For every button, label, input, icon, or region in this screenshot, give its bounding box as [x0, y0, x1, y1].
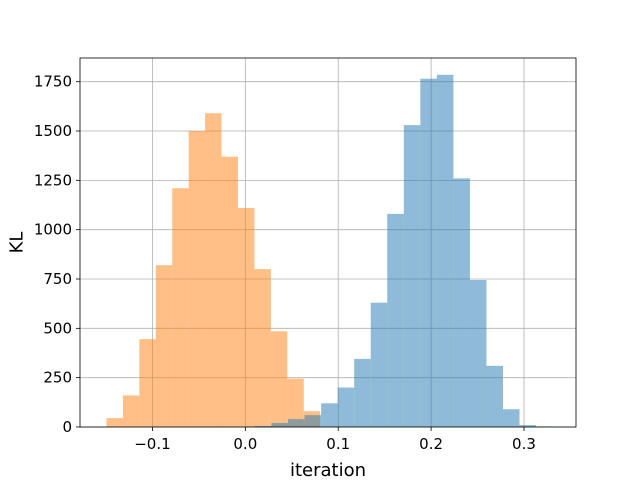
x-tick-label: −0.1 — [134, 435, 170, 453]
histogram-bar-series-1 — [270, 331, 288, 427]
histogram-bar-series-2 — [502, 409, 520, 427]
histogram-bar-series-1 — [221, 156, 238, 428]
histogram-bar-series-2 — [271, 423, 289, 427]
histogram-bar-series-1 — [172, 188, 189, 427]
y-tick-label: 0 — [62, 418, 72, 436]
histogram-bar-series-2 — [387, 213, 404, 427]
histogram-bar-series-2 — [469, 279, 487, 427]
y-tick-label: 500 — [43, 319, 72, 337]
y-axis-title: KL — [7, 232, 28, 254]
plot-frame — [79, 57, 577, 428]
y-tick-label: 750 — [43, 270, 72, 288]
histogram-bar-series-2 — [370, 302, 388, 427]
histogram-bar-series-2 — [254, 426, 272, 427]
histogram-bar-series-1 — [237, 207, 255, 427]
histogram-bar-series-2 — [519, 425, 537, 427]
histogram-bar-series-2 — [453, 178, 470, 427]
x-axis-title: iteration — [290, 460, 366, 480]
x-tick-label: 0.2 — [419, 435, 443, 453]
histogram-bar-series-1 — [122, 395, 140, 427]
y-tick-label: 1250 — [34, 171, 72, 189]
y-tick-label: 1000 — [34, 221, 72, 239]
histogram-bar-series-2 — [354, 358, 371, 427]
ticks-layer: −0.1 0.0 0.1 0.2 0.3 0 250 500 750 1000 1250 1500 17… — [34, 73, 536, 453]
histogram-bar-series-1 — [254, 269, 271, 427]
y-tick-label: 1500 — [34, 122, 72, 140]
histogram-bar-series-2 — [304, 415, 322, 427]
bars-layer — [106, 74, 553, 428]
histogram-bar-series-2 — [337, 387, 355, 427]
x-tick-label: 0.1 — [326, 435, 350, 453]
x-tick-label: 0.3 — [512, 435, 536, 453]
y-tick-label: 1750 — [34, 73, 72, 91]
x-tick-label: 0.0 — [233, 435, 257, 453]
histogram-bar-series-1 — [155, 265, 173, 427]
histogram-bar-series-2 — [321, 403, 338, 427]
histogram-bar-series-1 — [139, 339, 156, 427]
histogram-bar-series-1 — [188, 131, 206, 428]
y-tick-label: 250 — [43, 369, 72, 387]
histogram-bar-series-2 — [420, 78, 437, 428]
histogram-bar-series-2 — [288, 419, 305, 427]
histogram-bar-series-2 — [436, 74, 454, 427]
histogram-bar-series-1 — [106, 418, 123, 427]
histogram-bar-series-1 — [287, 378, 304, 427]
histogram-bar-series-2 — [486, 365, 503, 427]
histogram-bar-series-1 — [205, 113, 222, 427]
histogram-bar-series-2 — [403, 125, 421, 427]
